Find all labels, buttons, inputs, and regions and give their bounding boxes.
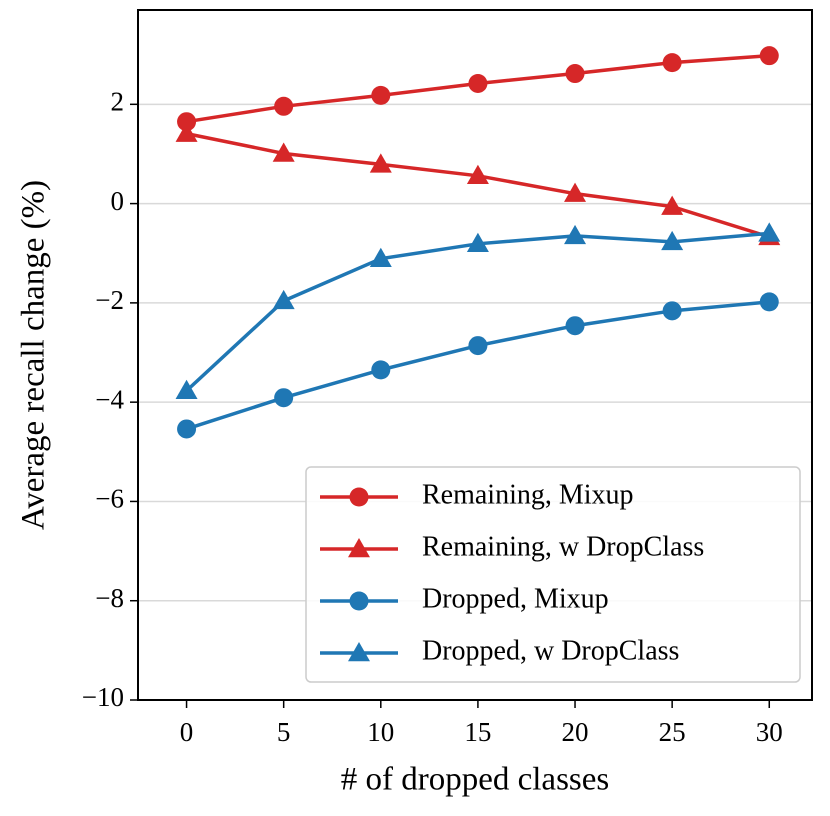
- data-point: [175, 379, 198, 399]
- x-axis-label: # of dropped classes: [341, 762, 610, 798]
- x-tick-label: 5: [277, 717, 291, 747]
- data-point: [369, 153, 392, 173]
- plot-frame: [137, 9, 813, 701]
- y-axis-label: Average recall change (%): [16, 180, 52, 530]
- data-point: [564, 182, 587, 202]
- data-point: [565, 316, 585, 336]
- x-tick-label: 20: [562, 717, 589, 747]
- y-tick-label: 0: [111, 186, 125, 216]
- y-tick-label: −2: [95, 285, 124, 315]
- y-tick-label: −6: [95, 484, 124, 514]
- series-line: [186, 300, 770, 431]
- x-tick-label: 0: [180, 717, 194, 747]
- data-point: [272, 289, 295, 310]
- series-line: [186, 131, 770, 239]
- x-tick-label: 25: [659, 717, 686, 747]
- data-point: [662, 53, 682, 73]
- data-point: [177, 112, 197, 132]
- series-line: [185, 231, 770, 393]
- y-tick-label: 2: [111, 87, 125, 117]
- x-tick-label: 15: [464, 717, 491, 747]
- data-point: [758, 222, 781, 242]
- legend-label: Dropped, w DropClass: [422, 635, 679, 666]
- data-point: [564, 224, 587, 245]
- data-point: [369, 247, 392, 267]
- data-point: [274, 96, 294, 116]
- data-point: [661, 195, 684, 215]
- x-tick-label: 10: [367, 717, 394, 747]
- legend-marker: [349, 591, 369, 611]
- x-tick-label: 30: [756, 717, 783, 747]
- data-point: [177, 419, 197, 439]
- legend: Remaining, Mixup Remaining, w DropClass Dr…: [305, 466, 801, 683]
- data-point: [759, 46, 779, 66]
- data-point: [466, 232, 489, 253]
- data-point: [468, 336, 488, 356]
- legend-label: Remaining, w DropClass: [422, 531, 704, 562]
- data-point: [371, 85, 391, 105]
- y-tick-label: −10: [82, 682, 124, 712]
- legend-marker: [348, 538, 370, 558]
- data-point: [468, 73, 488, 93]
- data-point: [466, 164, 489, 185]
- data-point: [759, 292, 779, 312]
- data-point: [371, 360, 391, 380]
- legend-marker: [348, 642, 370, 662]
- data-point: [661, 230, 684, 251]
- legend-marker: [349, 487, 369, 507]
- y-tick-label: −8: [95, 583, 124, 613]
- legend-label: Dropped, Mixup: [422, 583, 609, 614]
- data-point: [175, 122, 198, 142]
- legend-frame: [305, 466, 801, 683]
- data-point: [272, 142, 295, 162]
- data-point: [565, 64, 585, 84]
- data-point: [662, 301, 682, 321]
- legend-label: Remaining, Mixup: [422, 479, 634, 510]
- data-point: [274, 388, 294, 408]
- y-tick-label: −4: [95, 384, 124, 414]
